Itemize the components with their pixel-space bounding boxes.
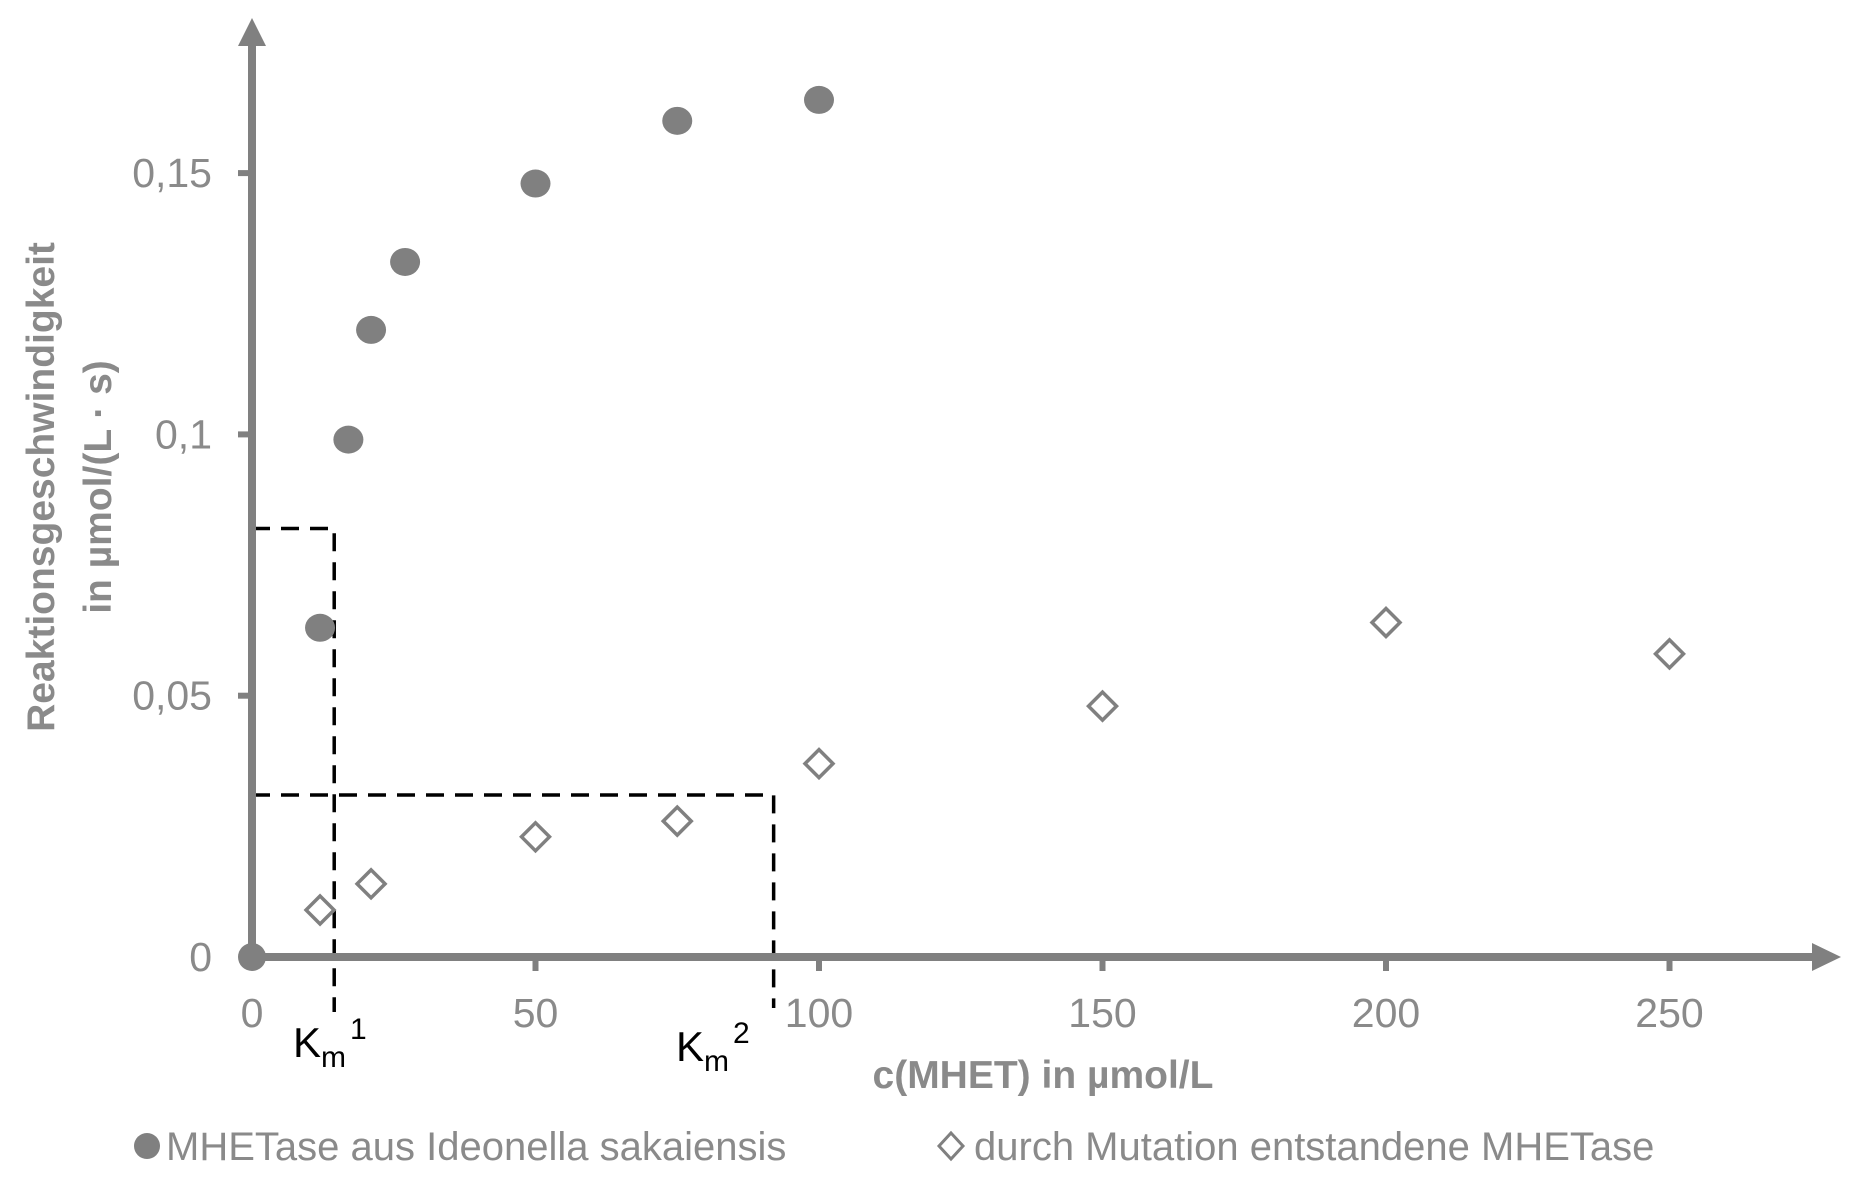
legend-diamond-icon — [936, 1130, 966, 1162]
legend: MHETase aus Ideonella sakaiensis durch M… — [134, 1125, 1654, 1169]
data-point-diamond — [1086, 689, 1119, 723]
y-tick-label: 0,15 — [132, 150, 212, 196]
data-point-circle — [804, 85, 834, 114]
x-tick-label: 250 — [1635, 990, 1703, 1036]
x-axis-title: c(MHET) in µmol/L — [873, 1054, 1214, 1097]
data-point-diamond — [303, 893, 337, 927]
data-point-diamond — [1369, 606, 1403, 640]
y-axis-title-line1: Reaktionsgeschwindigkeit — [20, 242, 63, 732]
y-axis-title-line2: in µmol/(L · s) — [77, 360, 120, 614]
y-tick-label: 0 — [189, 934, 212, 980]
x-axis-arrow-icon — [1812, 943, 1841, 971]
axes — [238, 18, 1841, 971]
data-point-diamond — [660, 804, 694, 838]
x-tick-label: 50 — [513, 990, 559, 1036]
y-axis-title: Reaktionsgeschwindigkeit in µmol/(L · s) — [20, 242, 120, 732]
y-tick-label: 0,05 — [132, 673, 212, 719]
legend-filled-circle-icon — [134, 1133, 160, 1159]
data-point-circle — [520, 169, 551, 198]
x-tick-label: 0 — [241, 990, 264, 1036]
y-tick-label: 0,1 — [155, 411, 212, 457]
data-point-circle — [333, 425, 364, 454]
x-ticks: 0 50 100 150 200 250 — [241, 957, 1704, 1036]
data-point-diamond — [802, 747, 836, 781]
data-point-diamond — [519, 820, 552, 854]
y-axis-arrow-icon — [238, 18, 266, 46]
data-points — [303, 85, 1686, 927]
km-guide-line — [252, 526, 336, 1012]
km-label: Km2 — [676, 1017, 750, 1078]
km-label: Km1 — [293, 1013, 367, 1074]
data-point-circle — [662, 106, 693, 135]
data-point-circle — [356, 315, 387, 344]
origin-marker — [238, 943, 266, 971]
x-tick-label: 150 — [1068, 990, 1136, 1036]
data-point-diamond — [1653, 637, 1686, 671]
legend-label-series-1: MHETase aus Ideonella sakaiensis — [166, 1125, 786, 1169]
legend-label-series-2: durch Mutation entstandene MHETase — [974, 1125, 1654, 1169]
km-labels: Km1 Km2 — [293, 1013, 750, 1078]
data-point-diamond — [354, 867, 388, 901]
km-guides — [252, 526, 776, 1012]
y-ticks: 0 0,05 0,1 0,15 — [132, 150, 252, 980]
data-point-circle — [390, 247, 421, 276]
x-tick-label: 100 — [785, 990, 853, 1036]
x-tick-label: 200 — [1352, 990, 1420, 1036]
data-point-circle — [305, 613, 336, 642]
km-guide-line — [252, 793, 776, 1008]
